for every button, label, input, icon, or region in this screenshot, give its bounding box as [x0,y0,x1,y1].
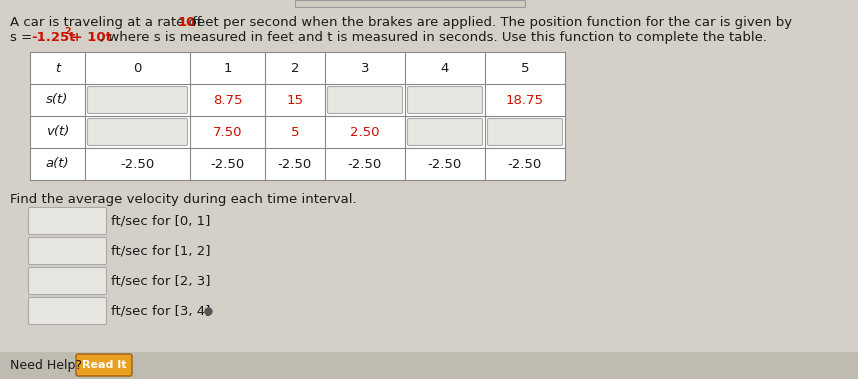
Text: -2.50: -2.50 [278,158,312,171]
Text: t: t [55,61,60,75]
FancyBboxPatch shape [408,86,482,113]
Text: -2.50: -2.50 [428,158,462,171]
Text: 7.50: 7.50 [213,125,242,138]
Text: 5: 5 [521,61,529,75]
FancyBboxPatch shape [88,86,188,113]
Text: feet per second when the brakes are applied. The position function for the car i: feet per second when the brakes are appl… [188,16,792,29]
Text: -2.50: -2.50 [347,158,382,171]
Text: 2: 2 [291,61,299,75]
FancyBboxPatch shape [28,207,106,235]
Text: A car is traveling at a rate of: A car is traveling at a rate of [10,16,206,29]
Text: 2.50: 2.50 [350,125,380,138]
Text: Find the average velocity during each time interval.: Find the average velocity during each ti… [10,193,357,206]
Text: 8.75: 8.75 [213,94,242,106]
FancyBboxPatch shape [88,119,188,146]
Text: v(t): v(t) [45,125,69,138]
Bar [30,52,565,180]
Text: , where s is measured in feet and t is measured in seconds. Use this function to: , where s is measured in feet and t is m… [100,31,767,44]
Text: a(t): a(t) [45,158,69,171]
FancyBboxPatch shape [328,86,402,113]
Text: ft/sec for [2, 3]: ft/sec for [2, 3] [111,274,210,288]
Text: ft/sec for [0, 1]: ft/sec for [0, 1] [111,215,210,227]
Text: 3: 3 [360,61,369,75]
Text: 18.75: 18.75 [506,94,544,106]
Text: 0: 0 [133,61,142,75]
FancyBboxPatch shape [28,268,106,294]
Bar [295,0,525,7]
Text: -1.25t: -1.25t [31,31,76,44]
Text: -2.50: -2.50 [508,158,542,171]
Text: + 10t: + 10t [68,31,112,44]
Bar [0,352,858,379]
Text: ft/sec for [1, 2]: ft/sec for [1, 2] [111,244,210,257]
Text: s(t): s(t) [46,94,69,106]
Text: 2: 2 [63,27,70,36]
Text: 5: 5 [291,125,299,138]
Text: 15: 15 [287,94,304,106]
Text: 1: 1 [223,61,232,75]
FancyBboxPatch shape [28,238,106,265]
Text: 4: 4 [441,61,450,75]
Text: -2.50: -2.50 [210,158,245,171]
FancyBboxPatch shape [408,119,482,146]
Text: Need Help?: Need Help? [10,359,82,371]
FancyBboxPatch shape [76,354,132,376]
Text: -2.50: -2.50 [120,158,154,171]
Text: ft/sec for [3, 4]: ft/sec for [3, 4] [111,304,210,318]
Text: s =: s = [10,31,36,44]
FancyBboxPatch shape [28,298,106,324]
Text: Read It: Read It [82,360,126,370]
FancyBboxPatch shape [487,119,563,146]
Text: 10: 10 [178,16,196,29]
